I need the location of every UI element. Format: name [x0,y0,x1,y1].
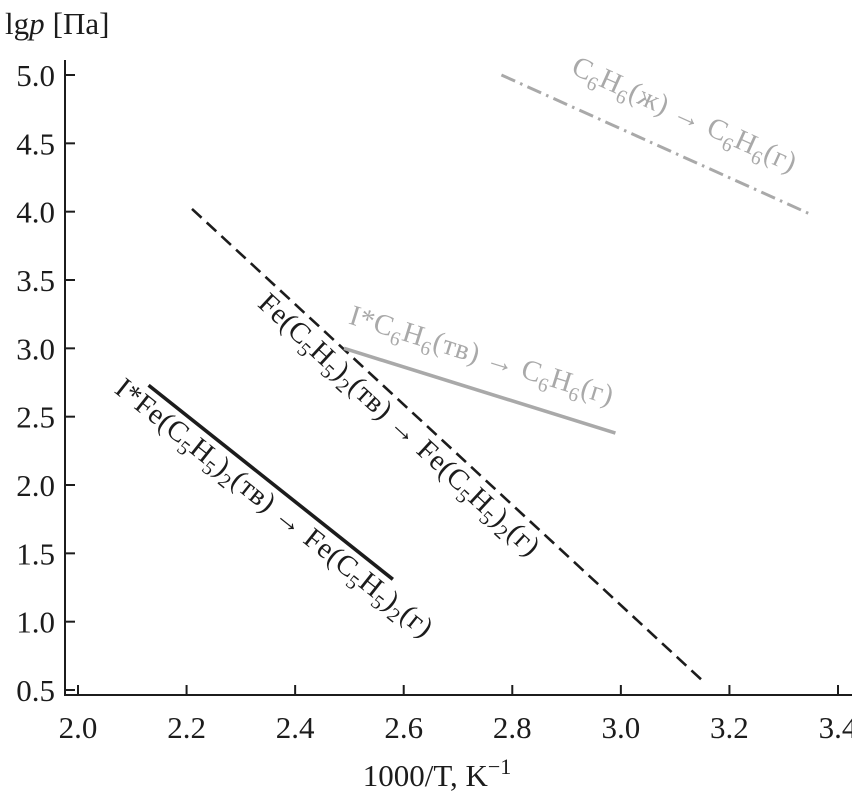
y-axis-title-unit: [Па] [53,6,110,41]
label-text: (г) [759,137,802,180]
label-text: (г) [577,372,618,412]
y-axis-title-p: p [27,6,45,41]
label-text: (тв) → Fe(C [342,371,476,498]
y-axis-title: lgp [Па] [5,6,109,41]
y-axis-tick-label: 1.5 [16,536,55,571]
x-axis-tick-label: 3.4 [819,710,852,745]
y-axis-tick-label: 0.5 [16,673,55,708]
x-axis-tick-label: 2.2 [167,710,206,745]
x-axis-title: 1000/T, K−1 [363,754,512,793]
label-text: (г) [394,599,440,644]
y-axis-tick-label: 5.0 [16,58,55,93]
series-lines [147,73,812,682]
label-text: (тв) → Fe(C [225,464,364,584]
series-label-benzene-liquid-to-gas: C6H6(ж) → C6H6(г) [565,50,802,184]
series-line-iodine-benzene-clathrate-to-gas [343,346,616,435]
y-axis-tick-label: 2.5 [16,400,55,435]
y-axis-title-lg: lg [5,6,29,41]
y-axis-tick-label: 2.0 [16,468,55,503]
y-axis-tick-label: 3.0 [16,331,55,366]
axis-spines [64,60,852,696]
y-axis-tick-label: 4.0 [16,195,55,230]
y-axis-tick-label: 3.5 [16,263,55,298]
series-line-iodine-ferrocene-clathrate-to-gas [147,383,394,581]
y-axis-tick-label: 1.0 [16,605,55,640]
x-axis-title-exponent: −1 [488,754,511,779]
x-axis-title-main: 1000/T, K [363,758,489,793]
axes: 2.0 2.2 2.4 2.6 2.8 3.0 3.2 3.4 0.5 1.0 1.5 2.0 2.5 3… [16,58,852,745]
series-label-group-benzene-liquid-to-gas: C6H6(ж) → C6H6(г) [565,50,802,184]
x-axis-tick-label: 3.2 [710,710,749,745]
x-axis-tick-label: 2.6 [384,710,423,745]
series-labels: C6H6(ж) → C6H6(г)Fe(C5H5)2(тв) → Fe(C5H5… [109,50,802,644]
series-line-ferrocene-solid-to-gas [191,207,704,682]
x-axis-tick-label: 3.0 [601,710,640,745]
x-axis-tick-label: 2.0 [59,710,98,745]
x-axis-tick-label: 2.8 [493,710,532,745]
x-axis-tick-label: 2.4 [276,710,315,745]
y-axis-tick-label: 4.5 [16,126,55,161]
